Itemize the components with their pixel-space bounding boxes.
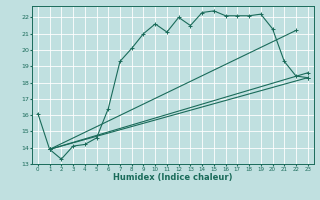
- X-axis label: Humidex (Indice chaleur): Humidex (Indice chaleur): [113, 173, 233, 182]
